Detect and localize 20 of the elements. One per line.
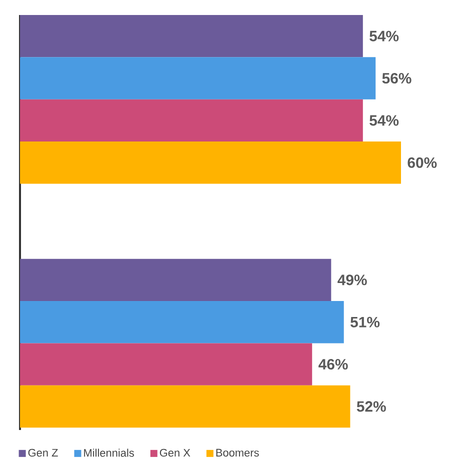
data-label: 46%: [318, 359, 348, 370]
bar: [20, 57, 376, 100]
bar: [20, 385, 350, 428]
data-label: 60%: [408, 157, 437, 168]
data-label: 52%: [356, 401, 386, 412]
bar: [20, 142, 401, 184]
legend-label: Boomers: [216, 448, 259, 457]
data-label: 51%: [350, 316, 380, 328]
bar: [20, 99, 363, 142]
data-label: 54%: [370, 115, 399, 126]
legend-label: Gen Z: [28, 448, 58, 457]
legend-label: Gen X: [160, 448, 190, 457]
data-label: 56%: [382, 72, 412, 84]
bar: [20, 343, 312, 386]
bar: [20, 301, 344, 344]
data-label: 49%: [338, 274, 367, 286]
legend-label: Millennials: [84, 448, 134, 457]
bar: [20, 258, 332, 302]
data-label: 54%: [370, 30, 399, 42]
bar: [20, 15, 363, 58]
